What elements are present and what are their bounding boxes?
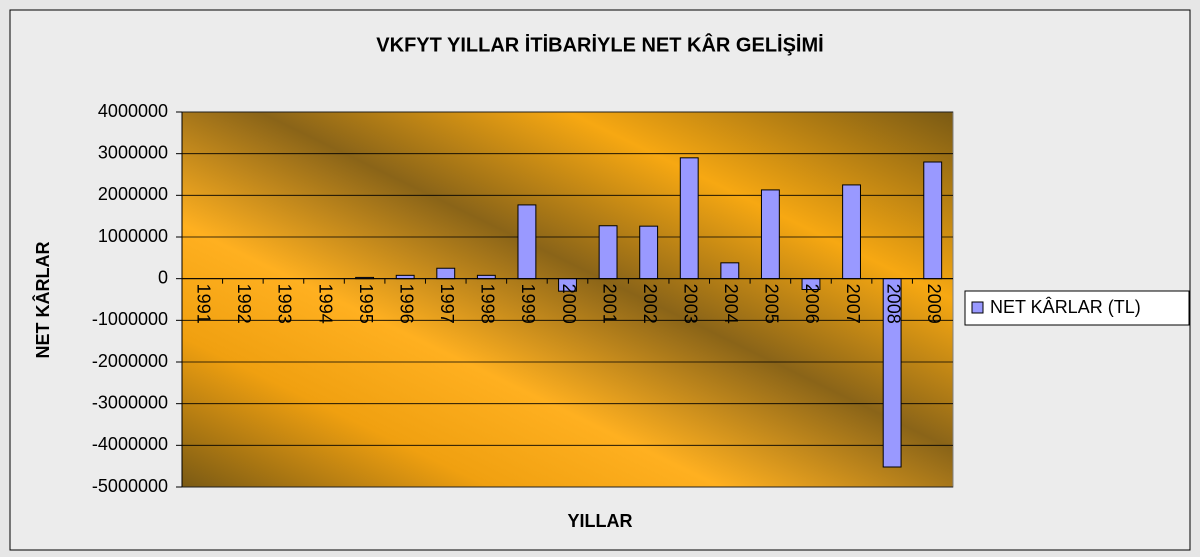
y-tick-label: -5000000 <box>92 476 168 496</box>
x-tick-label: 2000 <box>559 284 579 324</box>
chart-title: VKFYT YILLAR İTİBARİYLE NET KÂR GELİŞİMİ <box>376 32 823 56</box>
x-tick-label: 1992 <box>234 284 254 324</box>
x-tick-label: 2008 <box>883 284 903 324</box>
x-axis-title: YILLAR <box>568 511 633 531</box>
x-tick-label: 2006 <box>802 284 822 324</box>
bar <box>517 204 537 280</box>
x-tick-label: 1994 <box>315 284 335 324</box>
x-tick-label: 2004 <box>721 284 741 324</box>
x-tick-label: 1999 <box>518 284 538 324</box>
bar <box>436 267 456 280</box>
legend-swatch <box>971 301 984 314</box>
bar <box>639 225 659 280</box>
y-tick-label: 1000000 <box>98 226 168 246</box>
x-tick-label: 1995 <box>356 284 376 324</box>
x-tick-label: 2001 <box>599 284 619 324</box>
y-tick-label: -2000000 <box>92 351 168 371</box>
x-tick-label: 1996 <box>396 284 416 324</box>
y-axis-title: NET KÂRLAR <box>32 242 53 359</box>
y-tick-label: 4000000 <box>98 101 168 121</box>
legend-label: NET KÂRLAR (TL) <box>990 297 1141 317</box>
bar <box>842 184 861 280</box>
legend <box>964 290 1190 326</box>
bar <box>760 189 780 280</box>
y-tick-label: -3000000 <box>92 392 168 412</box>
y-tick-label: -4000000 <box>92 434 168 454</box>
y-tick-label: 0 <box>158 267 168 287</box>
bar <box>923 161 943 280</box>
x-tick-label: 2009 <box>924 284 944 324</box>
y-tick-label: 2000000 <box>98 184 168 204</box>
x-tick-label: 1993 <box>275 284 295 324</box>
x-tick-label: 1998 <box>478 284 498 324</box>
y-tick-label: -1000000 <box>92 309 168 329</box>
x-tick-label: 2005 <box>762 284 782 324</box>
x-tick-label: 2007 <box>843 284 863 324</box>
y-tick-label: 3000000 <box>98 142 168 162</box>
bar <box>720 262 740 280</box>
bar <box>679 157 699 280</box>
x-tick-label: 1991 <box>194 284 214 324</box>
x-tick-label: 2002 <box>640 284 660 324</box>
x-tick-label: 1997 <box>437 284 457 324</box>
bar <box>598 225 618 280</box>
x-tick-label: 2003 <box>680 284 700 324</box>
